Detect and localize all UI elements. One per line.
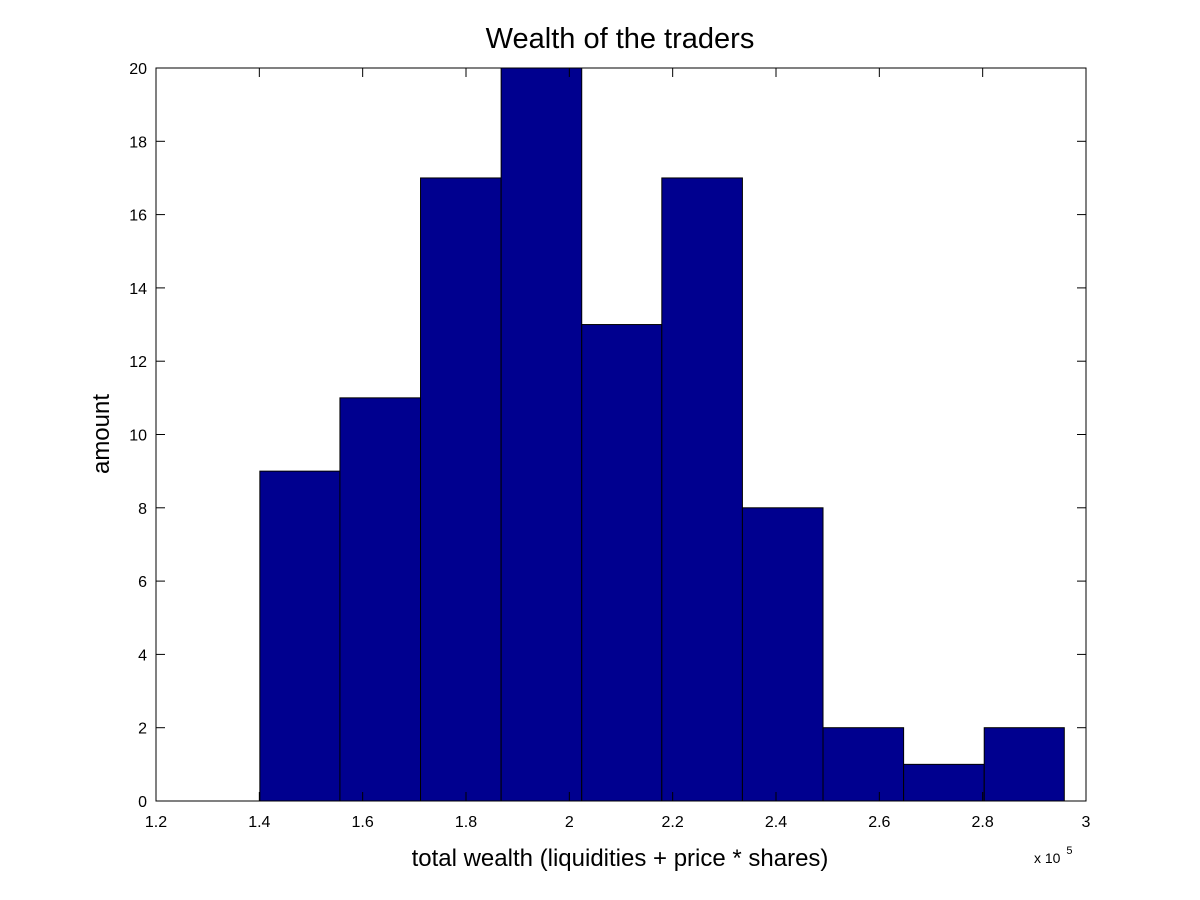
- x-axis-multiplier-exponent: 5: [1066, 845, 1072, 857]
- y-tick-label: 4: [138, 647, 147, 664]
- y-tick-label: 12: [129, 354, 147, 371]
- y-tick-labels: 0 2 4 6 8 10 12 14 16 18 20: [129, 61, 147, 811]
- histogram-bar: [661, 177, 743, 802]
- x-tick-label: 2.4: [765, 814, 787, 831]
- histogram-bar: [822, 727, 905, 802]
- histogram-bar: [420, 177, 502, 802]
- x-axis-label: total wealth (liquidities + price * shar…: [412, 845, 829, 872]
- x-tick-label: 2: [565, 814, 574, 831]
- x-tick-label: 3: [1082, 814, 1091, 831]
- y-axis-label: amount: [88, 394, 115, 474]
- x-tick-label: 2.2: [662, 814, 684, 831]
- histogram-bar: [983, 727, 1065, 802]
- x-tick-label: 1.2: [145, 814, 167, 831]
- y-tick-label: 16: [129, 208, 147, 225]
- histogram-bar: [259, 470, 341, 802]
- y-tick-label: 0: [138, 794, 147, 811]
- y-tick-label: 10: [129, 428, 147, 445]
- y-tick-label: 14: [129, 281, 147, 298]
- histogram-bar: [339, 397, 422, 802]
- y-tick-label: 2: [138, 721, 147, 738]
- ticks-group: [155, 67, 1087, 802]
- histogram-bar: [741, 507, 824, 802]
- bars-group: [259, 67, 1065, 802]
- y-tick-label: 18: [129, 134, 147, 151]
- x-tick-label: 1.8: [455, 814, 477, 831]
- y-tick-label: 20: [129, 61, 147, 78]
- histogram-bar: [903, 763, 985, 802]
- histogram-bar: [500, 67, 583, 802]
- chart-title: Wealth of the traders: [486, 23, 755, 55]
- x-tick-label: 2.8: [972, 814, 994, 831]
- x-tick-label: 1.4: [248, 814, 270, 831]
- x-axis-multiplier-text: x 10: [1034, 850, 1061, 866]
- x-axis-multiplier: x 10 5: [1034, 845, 1072, 866]
- x-tick-label: 2.6: [868, 814, 890, 831]
- y-tick-label: 8: [138, 501, 147, 518]
- x-tick-label: 1.6: [352, 814, 374, 831]
- x-tick-labels: 1.2 1.4 1.6 1.8 2 2.2 2.4 2.6 2.8 3: [145, 814, 1091, 831]
- y-tick-label: 6: [138, 574, 147, 591]
- histogram-bar: [581, 324, 663, 802]
